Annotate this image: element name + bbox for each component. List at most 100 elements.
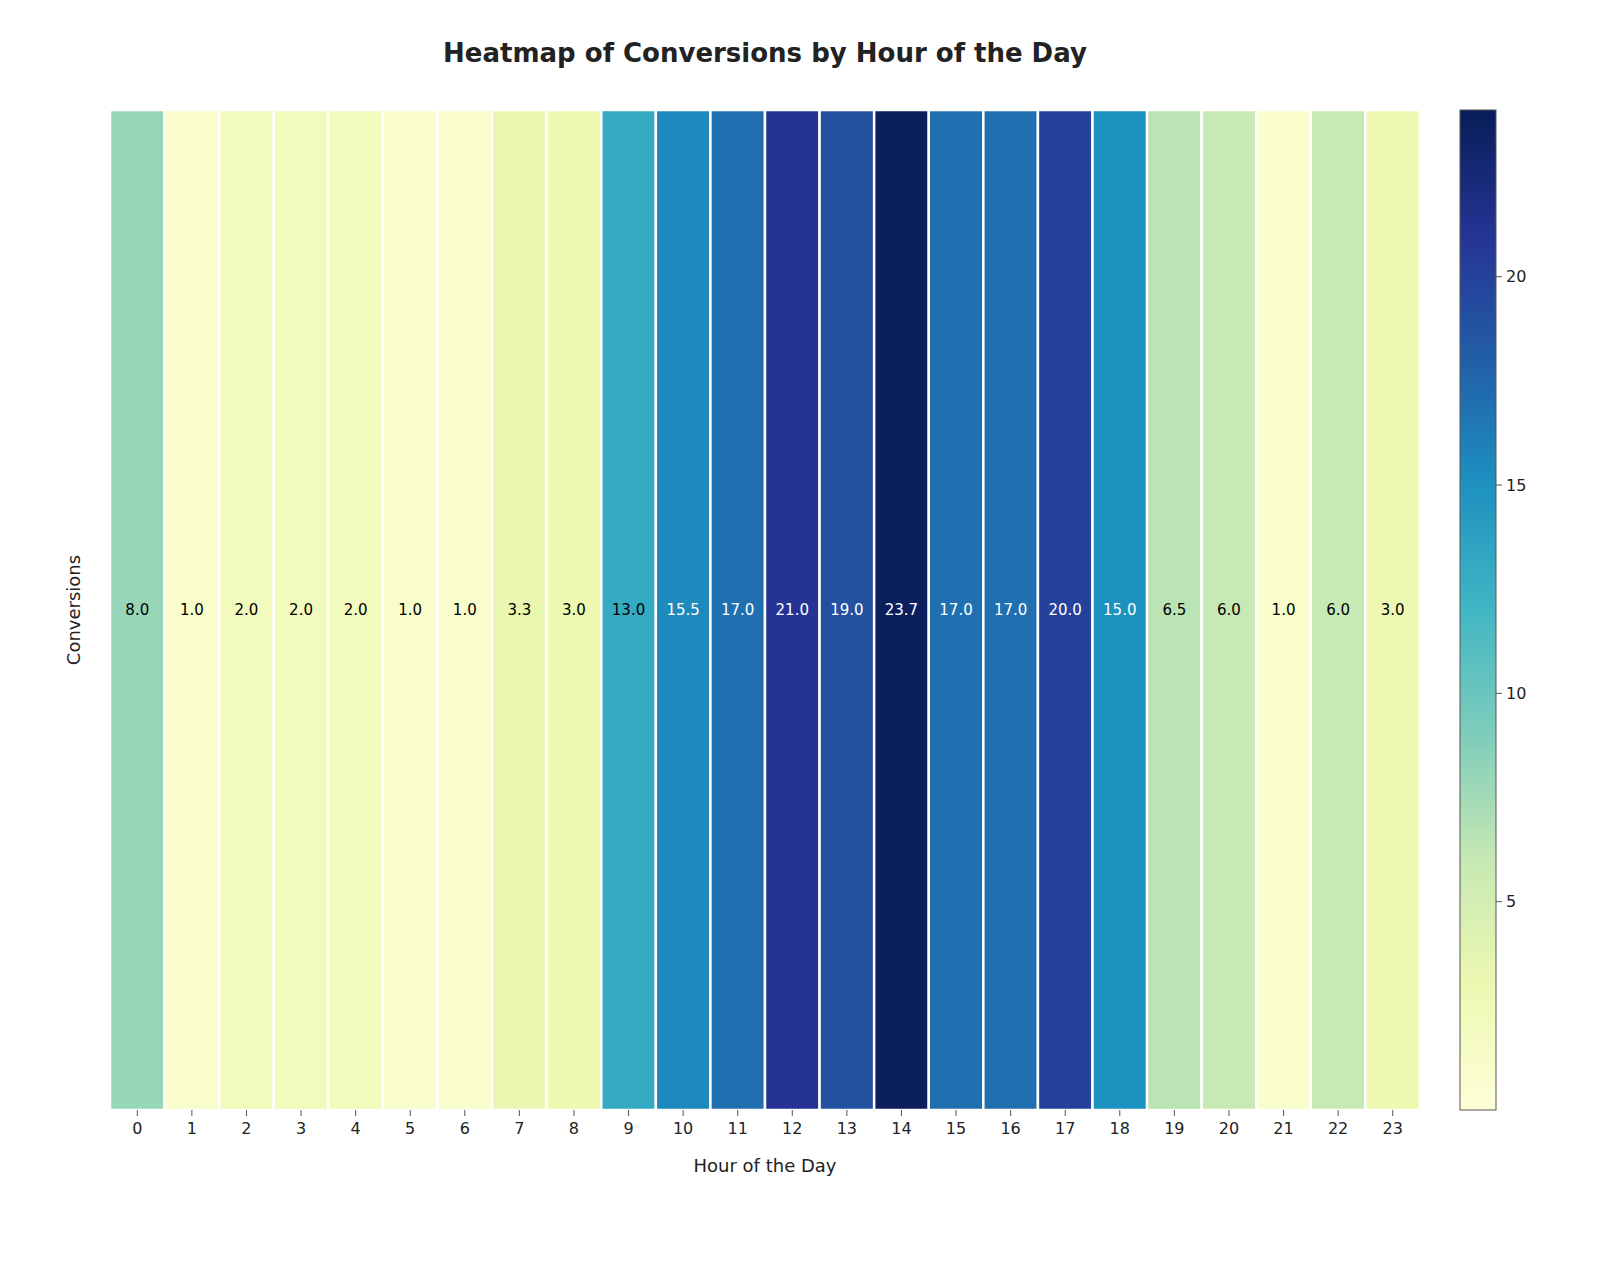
heatmap-cell <box>1202 110 1257 1110</box>
heatmap-cell <box>165 110 220 1110</box>
cell-label: 15.5 <box>666 601 699 619</box>
colorbar-tick-label: 10 <box>1506 684 1526 703</box>
cell-label: 17.0 <box>994 601 1027 619</box>
cell-label: 13.0 <box>612 601 645 619</box>
x-tick-label: 6 <box>460 1119 470 1138</box>
x-tick-label: 23 <box>1383 1119 1403 1138</box>
heatmap-cell <box>874 110 929 1110</box>
x-tick-label: 15 <box>946 1119 966 1138</box>
heatmap-cell <box>601 110 656 1110</box>
x-tick <box>1228 1110 1229 1116</box>
heatmap-cell <box>1093 110 1148 1110</box>
x-tick <box>956 1110 957 1116</box>
colorbar-tick <box>1496 485 1502 486</box>
heatmap-cell <box>929 110 984 1110</box>
heatmap-cell <box>1365 110 1420 1110</box>
x-tick <box>137 1110 138 1116</box>
heatmap-cell <box>656 110 711 1110</box>
cell-label: 1.0 <box>180 601 204 619</box>
colorbar-tick-label: 20 <box>1506 267 1526 286</box>
cell-label: 17.0 <box>721 601 754 619</box>
x-tick-label: 7 <box>514 1119 524 1138</box>
cell-label: 3.0 <box>1381 601 1405 619</box>
x-tick <box>301 1110 302 1116</box>
x-tick <box>901 1110 902 1116</box>
x-tick-label: 21 <box>1273 1119 1293 1138</box>
cell-label: 2.0 <box>235 601 259 619</box>
cell-label: 19.0 <box>830 601 863 619</box>
x-tick-label: 10 <box>673 1119 693 1138</box>
x-tick <box>1283 1110 1284 1116</box>
cell-label: 2.0 <box>344 601 368 619</box>
x-tick <box>1010 1110 1011 1116</box>
heatmap-cell <box>383 110 438 1110</box>
x-tick-label: 3 <box>296 1119 306 1138</box>
heatmap-cell <box>492 110 547 1110</box>
x-tick-label: 9 <box>623 1119 633 1138</box>
x-tick <box>464 1110 465 1116</box>
cells <box>110 110 1420 1110</box>
x-tick-label: 12 <box>782 1119 802 1138</box>
heatmap-cell <box>710 110 765 1110</box>
x-tick-label: 19 <box>1164 1119 1184 1138</box>
x-tick-label: 1 <box>187 1119 197 1138</box>
heatmap-cell <box>820 110 875 1110</box>
cell-label: 17.0 <box>939 601 972 619</box>
colorbar-tick-label: 5 <box>1506 892 1516 911</box>
heatmap-cell <box>328 110 383 1110</box>
heatmap-cell <box>983 110 1038 1110</box>
x-tick <box>1174 1110 1175 1116</box>
x-tick <box>1338 1110 1339 1116</box>
colorbar-gradient <box>1460 110 1496 1110</box>
colorbar-tick <box>1496 276 1502 277</box>
cell-label: 3.0 <box>562 601 586 619</box>
x-tick <box>628 1110 629 1116</box>
x-tick-label: 20 <box>1219 1119 1239 1138</box>
cell-label: 6.0 <box>1217 601 1241 619</box>
colorbar: 5 10 15 20 <box>1460 110 1526 1110</box>
x-tick <box>737 1110 738 1116</box>
x-tick <box>573 1110 574 1116</box>
cell-label: 21.0 <box>776 601 809 619</box>
x-tick-label: 0 <box>132 1119 142 1138</box>
colorbar-tick <box>1496 901 1502 902</box>
heatmap-cell <box>274 110 329 1110</box>
x-tick-label: 22 <box>1328 1119 1348 1138</box>
heatmap-cell <box>110 110 165 1110</box>
x-tick-label: 11 <box>728 1119 748 1138</box>
x-tick <box>1119 1110 1120 1116</box>
cell-label: 6.5 <box>1162 601 1186 619</box>
x-tick <box>355 1110 356 1116</box>
x-tick <box>246 1110 247 1116</box>
heatmap-cell <box>765 110 820 1110</box>
x-tick <box>519 1110 520 1116</box>
cell-label: 23.7 <box>885 601 918 619</box>
x-tick <box>410 1110 411 1116</box>
x-tick-label: 2 <box>241 1119 251 1138</box>
x-tick-label: 14 <box>891 1119 911 1138</box>
x-axis: 01234567891011121314151617181920212223 <box>132 1110 1403 1138</box>
heatmap-cell <box>547 110 602 1110</box>
colorbar-tick-label: 15 <box>1506 476 1526 495</box>
cell-label: 3.3 <box>507 601 531 619</box>
x-tick-label: 4 <box>351 1119 361 1138</box>
cell-label: 15.0 <box>1103 601 1136 619</box>
cell-label: 1.0 <box>398 601 422 619</box>
cell-labels: 8.0 1.0 2.0 2.0 2.0 1.0 1.0 3.3 3.0 13.0 15.5 17.0 2… <box>125 601 1404 619</box>
colorbar-tick <box>1496 693 1502 694</box>
cell-label: 1.0 <box>453 601 477 619</box>
heatmap-cell <box>438 110 493 1110</box>
x-tick-label: 16 <box>1000 1119 1020 1138</box>
heatmap-cell <box>1311 110 1366 1110</box>
chart-title: Heatmap of Conversions by Hour of the Da… <box>443 38 1087 68</box>
cell-label: 8.0 <box>125 601 149 619</box>
x-axis-label: Hour of the Day <box>694 1155 837 1176</box>
heatmap-cell <box>1147 110 1202 1110</box>
cell-label: 2.0 <box>289 601 313 619</box>
x-tick <box>1392 1110 1393 1116</box>
heatmap-cell <box>219 110 274 1110</box>
y-axis-label: Conversions <box>63 555 84 665</box>
x-tick <box>683 1110 684 1116</box>
x-tick <box>792 1110 793 1116</box>
x-tick <box>1065 1110 1066 1116</box>
